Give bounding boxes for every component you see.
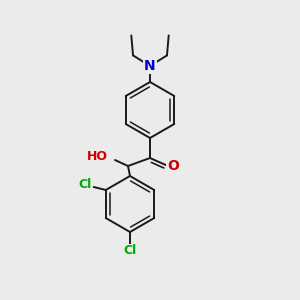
Text: O: O — [167, 159, 179, 173]
Text: Cl: Cl — [78, 178, 92, 190]
Text: Cl: Cl — [123, 244, 136, 257]
Text: HO: HO — [87, 149, 108, 163]
Text: N: N — [144, 59, 156, 73]
